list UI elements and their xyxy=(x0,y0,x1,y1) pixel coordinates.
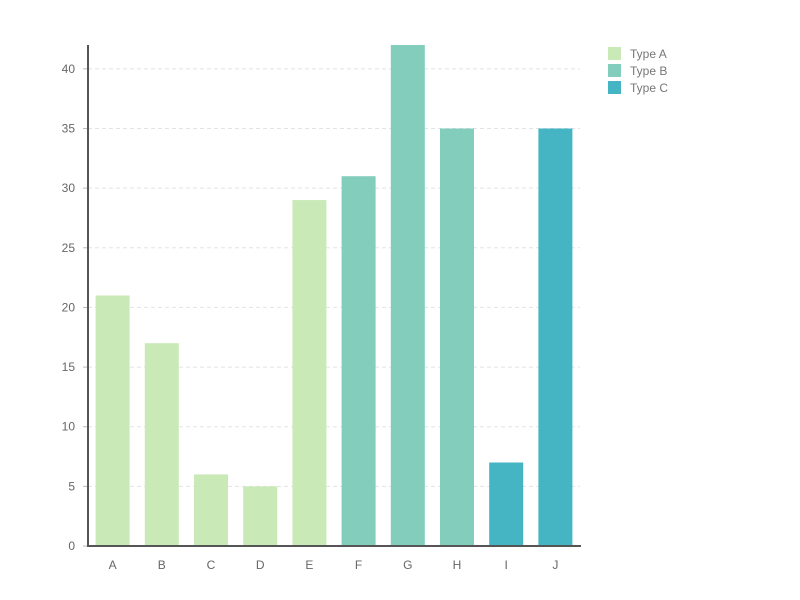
bar-B xyxy=(144,343,179,546)
bar-D xyxy=(243,486,278,546)
x-tick-label: H xyxy=(453,558,462,572)
bar-C xyxy=(194,474,228,546)
gridlines xyxy=(88,68,580,487)
bars xyxy=(95,45,573,547)
legend-label: Type B xyxy=(630,63,668,78)
y-tick-label: 10 xyxy=(62,420,76,434)
y-tick-label: 0 xyxy=(68,539,75,553)
x-tick-label: G xyxy=(403,558,412,572)
x-tick-label: D xyxy=(256,558,265,572)
legend-swatch-icon xyxy=(608,81,621,94)
legend: Type A Type B Type C xyxy=(608,45,668,96)
legend-label: Type A xyxy=(630,46,667,61)
x-axis-ticks: A B C D E F G H I J xyxy=(109,558,559,572)
y-tick-label: 35 xyxy=(62,122,76,136)
x-tick-label: B xyxy=(158,558,166,572)
bar-H xyxy=(440,128,474,546)
y-axis-ticks: 0 5 10 15 20 25 30 35 40 xyxy=(62,62,88,553)
x-tick-label: E xyxy=(305,558,313,572)
bar-F xyxy=(341,176,376,546)
legend-item[interactable]: Type A xyxy=(608,45,668,62)
bar-G xyxy=(390,45,425,546)
x-tick-label: I xyxy=(505,558,508,572)
bar-I xyxy=(489,462,524,546)
y-tick-label: 15 xyxy=(62,360,76,374)
legend-swatch-icon xyxy=(608,47,621,60)
x-tick-label: A xyxy=(109,558,117,572)
legend-swatch-icon xyxy=(608,64,621,77)
y-tick-label: 5 xyxy=(68,479,75,493)
bar-J xyxy=(538,128,573,546)
bar-E xyxy=(292,200,327,547)
legend-item[interactable]: Type B xyxy=(608,62,668,79)
x-tick-label: F xyxy=(355,558,362,572)
y-tick-label: 30 xyxy=(62,181,76,195)
x-tick-label: C xyxy=(207,558,216,572)
y-tick-label: 25 xyxy=(62,241,76,255)
y-tick-label: 40 xyxy=(62,62,76,76)
bar-A xyxy=(95,295,130,546)
y-tick-label: 20 xyxy=(62,300,76,314)
x-tick-label: J xyxy=(552,558,558,572)
legend-item[interactable]: Type C xyxy=(608,79,668,96)
legend-label: Type C xyxy=(630,80,669,95)
